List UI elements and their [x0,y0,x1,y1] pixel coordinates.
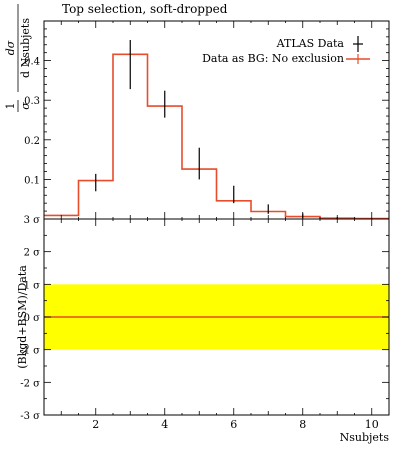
y-label-dvar: d Nsubjets [19,18,32,78]
x-tick-label: 2 [92,418,99,431]
main-y-axis-label: 1 σ dσ d Nsubjets [4,4,32,112]
chart-title: Top selection, soft-dropped [62,2,228,16]
legend-label-data: ATLAS Data [276,37,345,50]
main-y-tick-label: 0.3 [24,96,40,107]
x-tick-label: 6 [230,418,237,431]
main-y-tick-label: 0.4 [24,57,40,68]
mc-step-histogram [44,53,389,220]
x-tick-label: 10 [365,418,379,431]
x-tick-label: 4 [161,418,168,431]
main-y-tick-label: 0.1 [24,175,40,186]
x-axis-label: Nsubjets [340,431,390,444]
y-label-sigma: σ [19,102,32,110]
main-y-tick-label: 0.2 [24,136,40,147]
legend-label-mc: Data as BG: No exclusion [202,52,344,65]
ratio-y-tick-label: 1 σ [24,280,41,291]
ratio-y-tick-label: -1 σ [20,346,40,357]
ratio-y-tick-label: 2 σ [24,248,41,259]
ratio-y-axis-label: (Bkgd+BSM)/Data [16,265,29,369]
ratio-y-tick-label: -2 σ [20,378,40,389]
ratio-y-tick-label: -3 σ [20,411,40,422]
y-label-dsigma: dσ [4,40,17,55]
x-tick-label: 8 [299,418,306,431]
ratio-y-tick-label: 3 σ [24,215,41,226]
y-label-one: 1 [4,103,17,110]
ratio-y-tick-label: 0 σ [24,313,41,324]
